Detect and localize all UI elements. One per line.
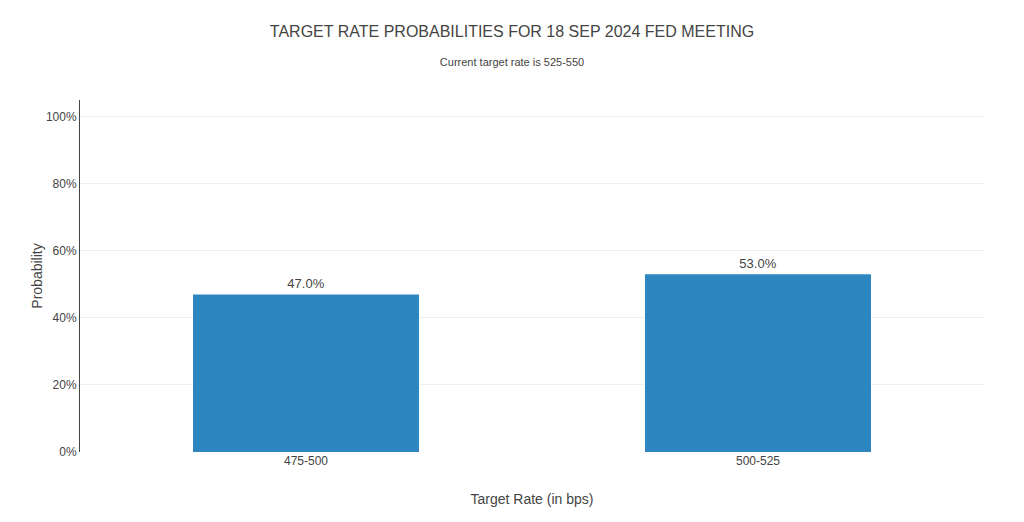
svg-text:47.0%: 47.0% [287,276,324,291]
svg-text:TARGET RATE PROBABILITIES FOR: TARGET RATE PROBABILITIES FOR 18 SEP 202… [270,23,754,40]
svg-text:0%: 0% [59,445,77,459]
svg-text:40%: 40% [53,311,77,325]
svg-text:Current target rate is 525-550: Current target rate is 525-550 [440,56,584,68]
svg-text:100%: 100% [46,110,77,124]
svg-text:Probability: Probability [29,243,45,308]
svg-text:20%: 20% [53,378,77,392]
svg-text:60%: 60% [53,244,77,258]
svg-text:500-525: 500-525 [736,454,780,468]
svg-text:80%: 80% [53,177,77,191]
svg-text:Target Rate (in bps): Target Rate (in bps) [471,491,594,507]
svg-text:53.0%: 53.0% [739,256,776,271]
svg-text:475-500: 475-500 [284,454,328,468]
